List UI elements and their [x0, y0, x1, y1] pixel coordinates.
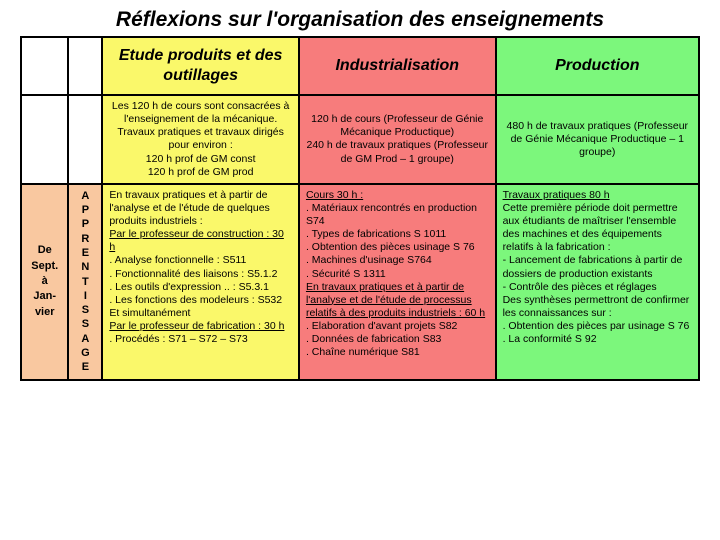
detail-etude: En travaux pratiques et à partir de l'an…: [102, 184, 299, 380]
hours-blank-2: [68, 95, 102, 184]
hours-indus: 120 h de cours (Professeur de Génie Méca…: [299, 95, 496, 184]
hdr-etude: Etude produits et des outillages: [102, 37, 299, 95]
page-title: Réflexions sur l'organisation des enseig…: [20, 8, 700, 32]
detail-indus: Cours 30 h : . Matériaux rencontrés en p…: [299, 184, 496, 380]
hdr-indus: Industrialisation: [299, 37, 496, 95]
hours-row: Les 120 h de cours sont consacrées à l'e…: [21, 95, 699, 184]
hdr-blank-2: [68, 37, 102, 95]
hdr-blank-1: [21, 37, 68, 95]
hours-prod: 480 h de travaux pratiques (Professeur d…: [496, 95, 699, 184]
hours-blank-1: [21, 95, 68, 184]
curriculum-table: Etude produits et des outillages Industr…: [20, 36, 700, 381]
header-row: Etude produits et des outillages Industr…: [21, 37, 699, 95]
apprentissage-label: APPRENTISSAGE: [68, 184, 102, 380]
hdr-prod: Production: [496, 37, 699, 95]
hours-etude: Les 120 h de cours sont consacrées à l'e…: [102, 95, 299, 184]
detail-prod: Travaux pratiques 80 hCette première pér…: [496, 184, 699, 380]
period-row: DeSept.àJan-vier APPRENTISSAGE En travau…: [21, 184, 699, 380]
period-label: DeSept.àJan-vier: [21, 184, 68, 380]
